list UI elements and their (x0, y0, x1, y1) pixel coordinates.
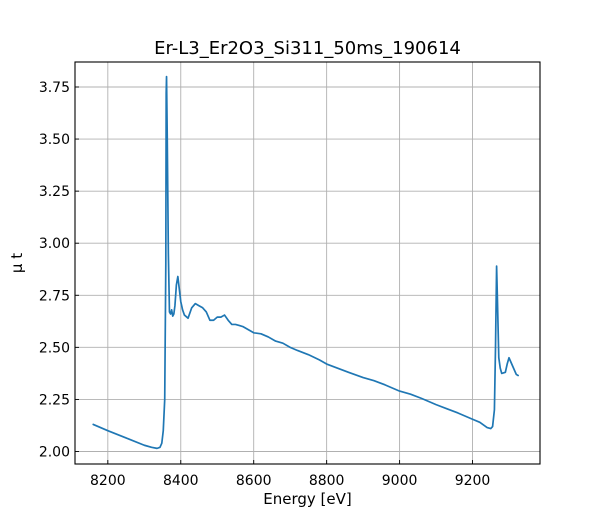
x-tick-label: 9000 (382, 473, 418, 489)
x-tick-label: 8600 (236, 473, 272, 489)
ticks: 8200 8400 8600 8800 9000 9200 2.00 2.25 2.50 2.75… (39, 80, 491, 489)
y-tick-label: 2.25 (39, 392, 70, 408)
y-axis-label: μ t (8, 253, 26, 273)
y-tick-label: 3.50 (39, 132, 70, 148)
grid (75, 62, 540, 464)
y-tick-label: 3.00 (39, 236, 70, 252)
y-tick-label: 2.50 (39, 340, 70, 356)
x-tick-label: 9200 (455, 473, 491, 489)
y-tick-label: 3.25 (39, 184, 70, 200)
y-tick-label: 2.75 (39, 288, 70, 304)
chart-title: Er-L3_Er2O3_Si311_50ms_190614 (154, 38, 461, 59)
plot-frame (74, 61, 541, 465)
series-line-0 (92, 75, 519, 450)
x-axis-label: Energy [eV] (263, 490, 351, 508)
x-tick-label: 8400 (163, 473, 199, 489)
x-tick-label: 8200 (90, 473, 126, 489)
x-tick-label: 8800 (309, 473, 345, 489)
y-tick-label: 3.75 (39, 80, 70, 96)
y-tick-label: 2.00 (39, 445, 70, 461)
series-group (92, 75, 519, 450)
